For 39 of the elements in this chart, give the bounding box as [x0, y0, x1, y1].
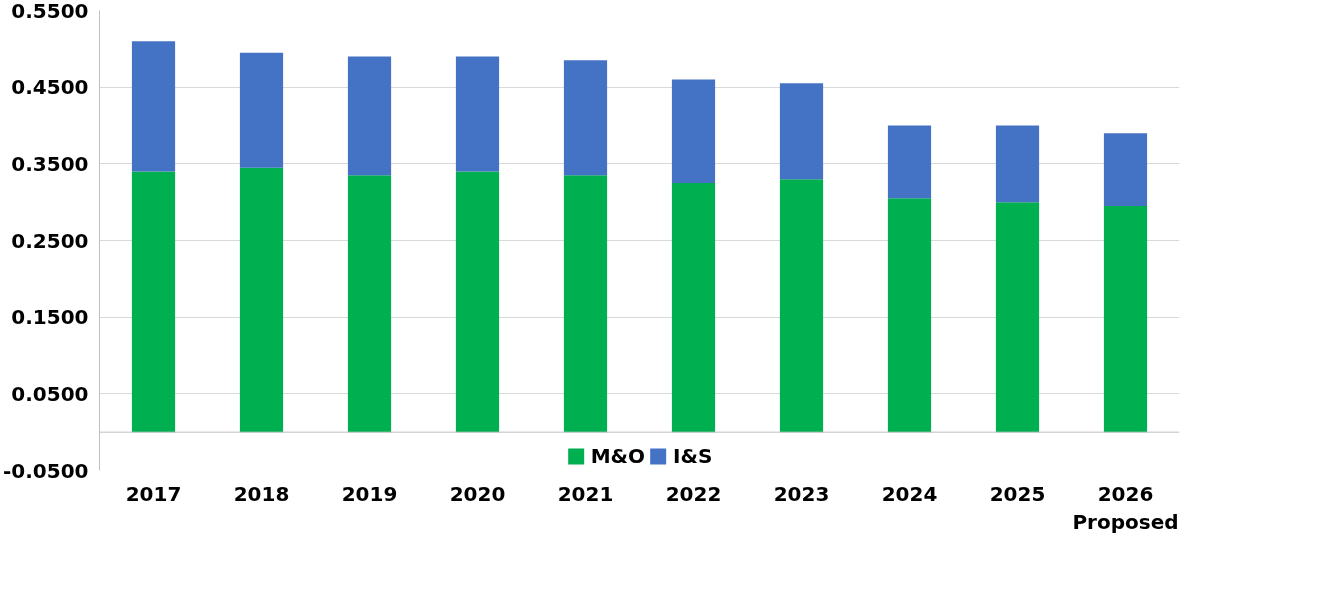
x-tick-label: 2022: [665, 481, 722, 506]
bar: [455, 56, 500, 172]
x-tick-label: 2019: [341, 481, 398, 506]
x-tick-label: 2025: [989, 481, 1046, 506]
x-tick-label: 2018: [233, 481, 290, 506]
bar: [779, 179, 824, 433]
x-tick-label: 2017: [125, 481, 182, 506]
bar: [995, 202, 1040, 433]
bar: [239, 167, 284, 433]
y-tick-label: -0.0500: [3, 458, 89, 483]
bar: [347, 56, 392, 176]
y-tick-label: 0.3500: [11, 151, 89, 176]
bar: [887, 198, 932, 433]
x-tick-label: 2023: [773, 481, 830, 506]
bar: [779, 83, 824, 180]
x-tick-label: 2024: [881, 481, 938, 506]
bar: [887, 125, 932, 199]
x-tick-label: 2026 Proposed: [1072, 481, 1179, 535]
bar: [563, 175, 608, 433]
y-tick-label: 0.5500: [11, 0, 89, 23]
bar: [131, 41, 176, 172]
bar: [671, 183, 716, 433]
x-tick-label: 2021: [557, 481, 614, 506]
bar: [1103, 133, 1148, 206]
bar: [131, 171, 176, 433]
y-tick-label: 0.1500: [11, 305, 89, 330]
y-tick-label: 0.2500: [11, 228, 89, 253]
bar: [455, 171, 500, 433]
bar: [1103, 206, 1148, 433]
bar: [347, 175, 392, 433]
legend-label: I&S: [673, 444, 713, 468]
bar: [563, 60, 608, 176]
legend-label: M&O: [590, 444, 646, 468]
bar: [995, 125, 1040, 203]
bar: [239, 52, 284, 168]
y-tick-label: 0.0500: [11, 381, 89, 406]
bar: [671, 79, 716, 183]
y-tick-label: 0.4500: [11, 75, 89, 100]
x-tick-label: 2020: [449, 481, 506, 506]
